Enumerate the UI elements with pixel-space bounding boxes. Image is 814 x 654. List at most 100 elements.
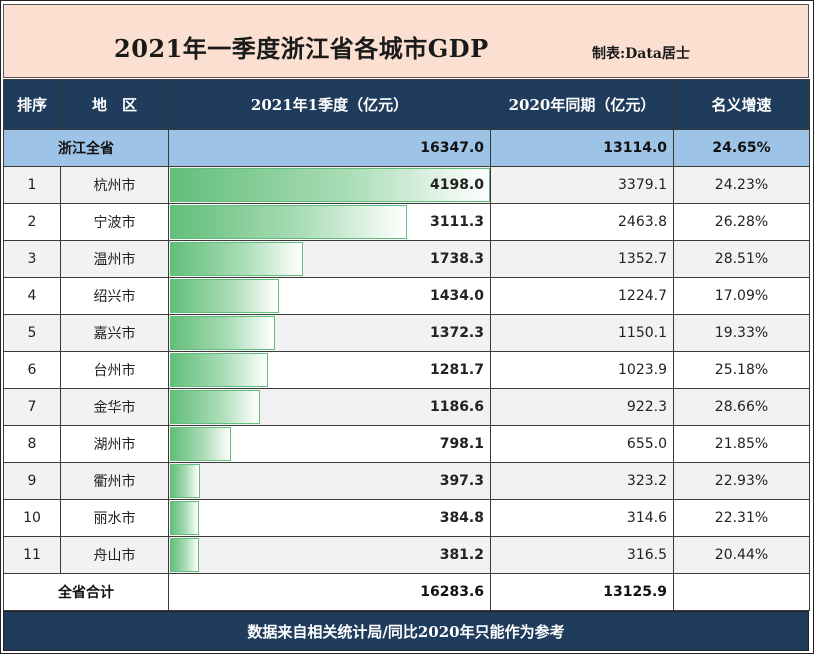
- province-row: 浙江全省 16347.0 13114.0 24.65%: [3, 129, 810, 167]
- data-bar: [170, 168, 490, 202]
- q1-2021-value: 1738.3: [429, 251, 484, 267]
- q1-2021-cell: 3111.3: [168, 203, 491, 241]
- q1-2020-cell: 323.2: [490, 462, 674, 500]
- q1-2021-value: 1281.7: [429, 362, 484, 378]
- q1-2020-cell: 1023.9: [490, 351, 674, 389]
- q1-2020-cell: 1150.1: [490, 314, 674, 352]
- table-row: 3 温州市 1738.3 1352.7 28.51%: [3, 240, 810, 278]
- data-bar: [170, 353, 268, 387]
- province-q1-2020: 13114.0: [490, 129, 674, 167]
- q1-2021-value: 1186.6: [429, 399, 484, 415]
- q1-2021-value: 4198.0: [429, 177, 484, 193]
- growth-cell: 22.31%: [673, 499, 810, 537]
- header-row: 排序 地 区 2021年1季度（亿元） 2020年同期（亿元） 名义增速: [3, 79, 810, 130]
- total-row: 全省合计 16283.6 13125.9: [3, 573, 810, 611]
- growth-cell: 21.85%: [673, 425, 810, 463]
- province-name: 浙江全省: [3, 129, 169, 167]
- q1-2021-value: 381.2: [439, 547, 484, 563]
- growth-cell: 28.66%: [673, 388, 810, 426]
- q1-2020-cell: 2463.8: [490, 203, 674, 241]
- table-row: 6 台州市 1281.7 1023.9 25.18%: [3, 351, 810, 389]
- q1-2021-cell: 798.1: [168, 425, 491, 463]
- credit-label: 制表:Data居士: [592, 46, 690, 62]
- data-bar: [170, 464, 201, 498]
- city-cell: 湖州市: [60, 425, 169, 463]
- rank-cell: 11: [3, 536, 61, 574]
- growth-cell: 24.23%: [673, 166, 810, 204]
- header-q1-2020: 2020年同期（亿元）: [490, 79, 674, 130]
- growth-cell: 20.44%: [673, 536, 810, 574]
- footer-note: 数据来自相关统计局/同比2020年只能作为参考: [3, 611, 809, 651]
- data-bar: [170, 427, 231, 461]
- title-bar: 2021年一季度浙江省各城市GDP 制表:Data居士: [3, 4, 809, 78]
- q1-2020-cell: 3379.1: [490, 166, 674, 204]
- total-q1-2021: 16283.6: [168, 573, 491, 611]
- q1-2020-cell: 655.0: [490, 425, 674, 463]
- q1-2020-cell: 316.5: [490, 536, 674, 574]
- q1-2021-cell: 1186.6: [168, 388, 491, 426]
- q1-2021-cell: 1372.3: [168, 314, 491, 352]
- growth-cell: 22.93%: [673, 462, 810, 500]
- city-cell: 宁波市: [60, 203, 169, 241]
- city-cell: 丽水市: [60, 499, 169, 537]
- rank-cell: 1: [3, 166, 61, 204]
- q1-2020-cell: 922.3: [490, 388, 674, 426]
- rank-cell: 7: [3, 388, 61, 426]
- city-cell: 衢州市: [60, 462, 169, 500]
- q1-2020-cell: 1224.7: [490, 277, 674, 315]
- table-row: 11 舟山市 381.2 316.5 20.44%: [3, 536, 810, 574]
- growth-cell: 26.28%: [673, 203, 810, 241]
- q1-2021-cell: 4198.0: [168, 166, 491, 204]
- rank-cell: 9: [3, 462, 61, 500]
- growth-cell: 25.18%: [673, 351, 810, 389]
- growth-cell: 17.09%: [673, 277, 810, 315]
- data-bar: [170, 242, 303, 276]
- header-q1-2021: 2021年1季度（亿元）: [168, 79, 491, 130]
- table-row: 5 嘉兴市 1372.3 1150.1 19.33%: [3, 314, 810, 352]
- data-bar: [170, 390, 261, 424]
- q1-2020-cell: 314.6: [490, 499, 674, 537]
- q1-2021-cell: 397.3: [168, 462, 491, 500]
- q1-2021-cell: 384.8: [168, 499, 491, 537]
- growth-cell: 19.33%: [673, 314, 810, 352]
- city-cell: 舟山市: [60, 536, 169, 574]
- q1-2021-value: 1372.3: [429, 325, 484, 341]
- table-row: 10 丽水市 384.8 314.6 22.31%: [3, 499, 810, 537]
- total-growth: [673, 573, 810, 611]
- header-growth: 名义增速: [673, 79, 810, 130]
- gdp-table: 排序 地 区 2021年1季度（亿元） 2020年同期（亿元） 名义增速 浙江全…: [3, 79, 810, 611]
- q1-2021-value: 798.1: [439, 436, 484, 452]
- table-row: 2 宁波市 3111.3 2463.8 26.28%: [3, 203, 810, 241]
- q1-2021-cell: 1738.3: [168, 240, 491, 278]
- page-title: 2021年一季度浙江省各城市GDP: [114, 34, 489, 63]
- header-rank: 排序: [3, 79, 61, 130]
- data-bar: [170, 501, 200, 535]
- city-cell: 台州市: [60, 351, 169, 389]
- city-cell: 嘉兴市: [60, 314, 169, 352]
- city-cell: 金华市: [60, 388, 169, 426]
- city-cell: 绍兴市: [60, 277, 169, 315]
- province-growth: 24.65%: [673, 129, 810, 167]
- total-name: 全省合计: [3, 573, 169, 611]
- data-bar: [170, 205, 408, 239]
- table-row: 4 绍兴市 1434.0 1224.7 17.09%: [3, 277, 810, 315]
- q1-2021-cell: 1434.0: [168, 277, 491, 315]
- total-q1-2020: 13125.9: [490, 573, 674, 611]
- q1-2021-value: 384.8: [439, 510, 484, 526]
- q1-2021-cell: 1281.7: [168, 351, 491, 389]
- q1-2020-cell: 1352.7: [490, 240, 674, 278]
- rank-cell: 4: [3, 277, 61, 315]
- data-bar: [170, 316, 275, 350]
- data-bar: [170, 538, 200, 572]
- rank-cell: 5: [3, 314, 61, 352]
- table-row: 7 金华市 1186.6 922.3 28.66%: [3, 388, 810, 426]
- city-cell: 杭州市: [60, 166, 169, 204]
- header-region: 地 区: [60, 79, 169, 130]
- table-row: 8 湖州市 798.1 655.0 21.85%: [3, 425, 810, 463]
- growth-cell: 28.51%: [673, 240, 810, 278]
- q1-2021-cell: 381.2: [168, 536, 491, 574]
- rank-cell: 10: [3, 499, 61, 537]
- q1-2021-value: 3111.3: [429, 214, 484, 230]
- table-row: 9 衢州市 397.3 323.2 22.93%: [3, 462, 810, 500]
- q1-2021-value: 1434.0: [429, 288, 484, 304]
